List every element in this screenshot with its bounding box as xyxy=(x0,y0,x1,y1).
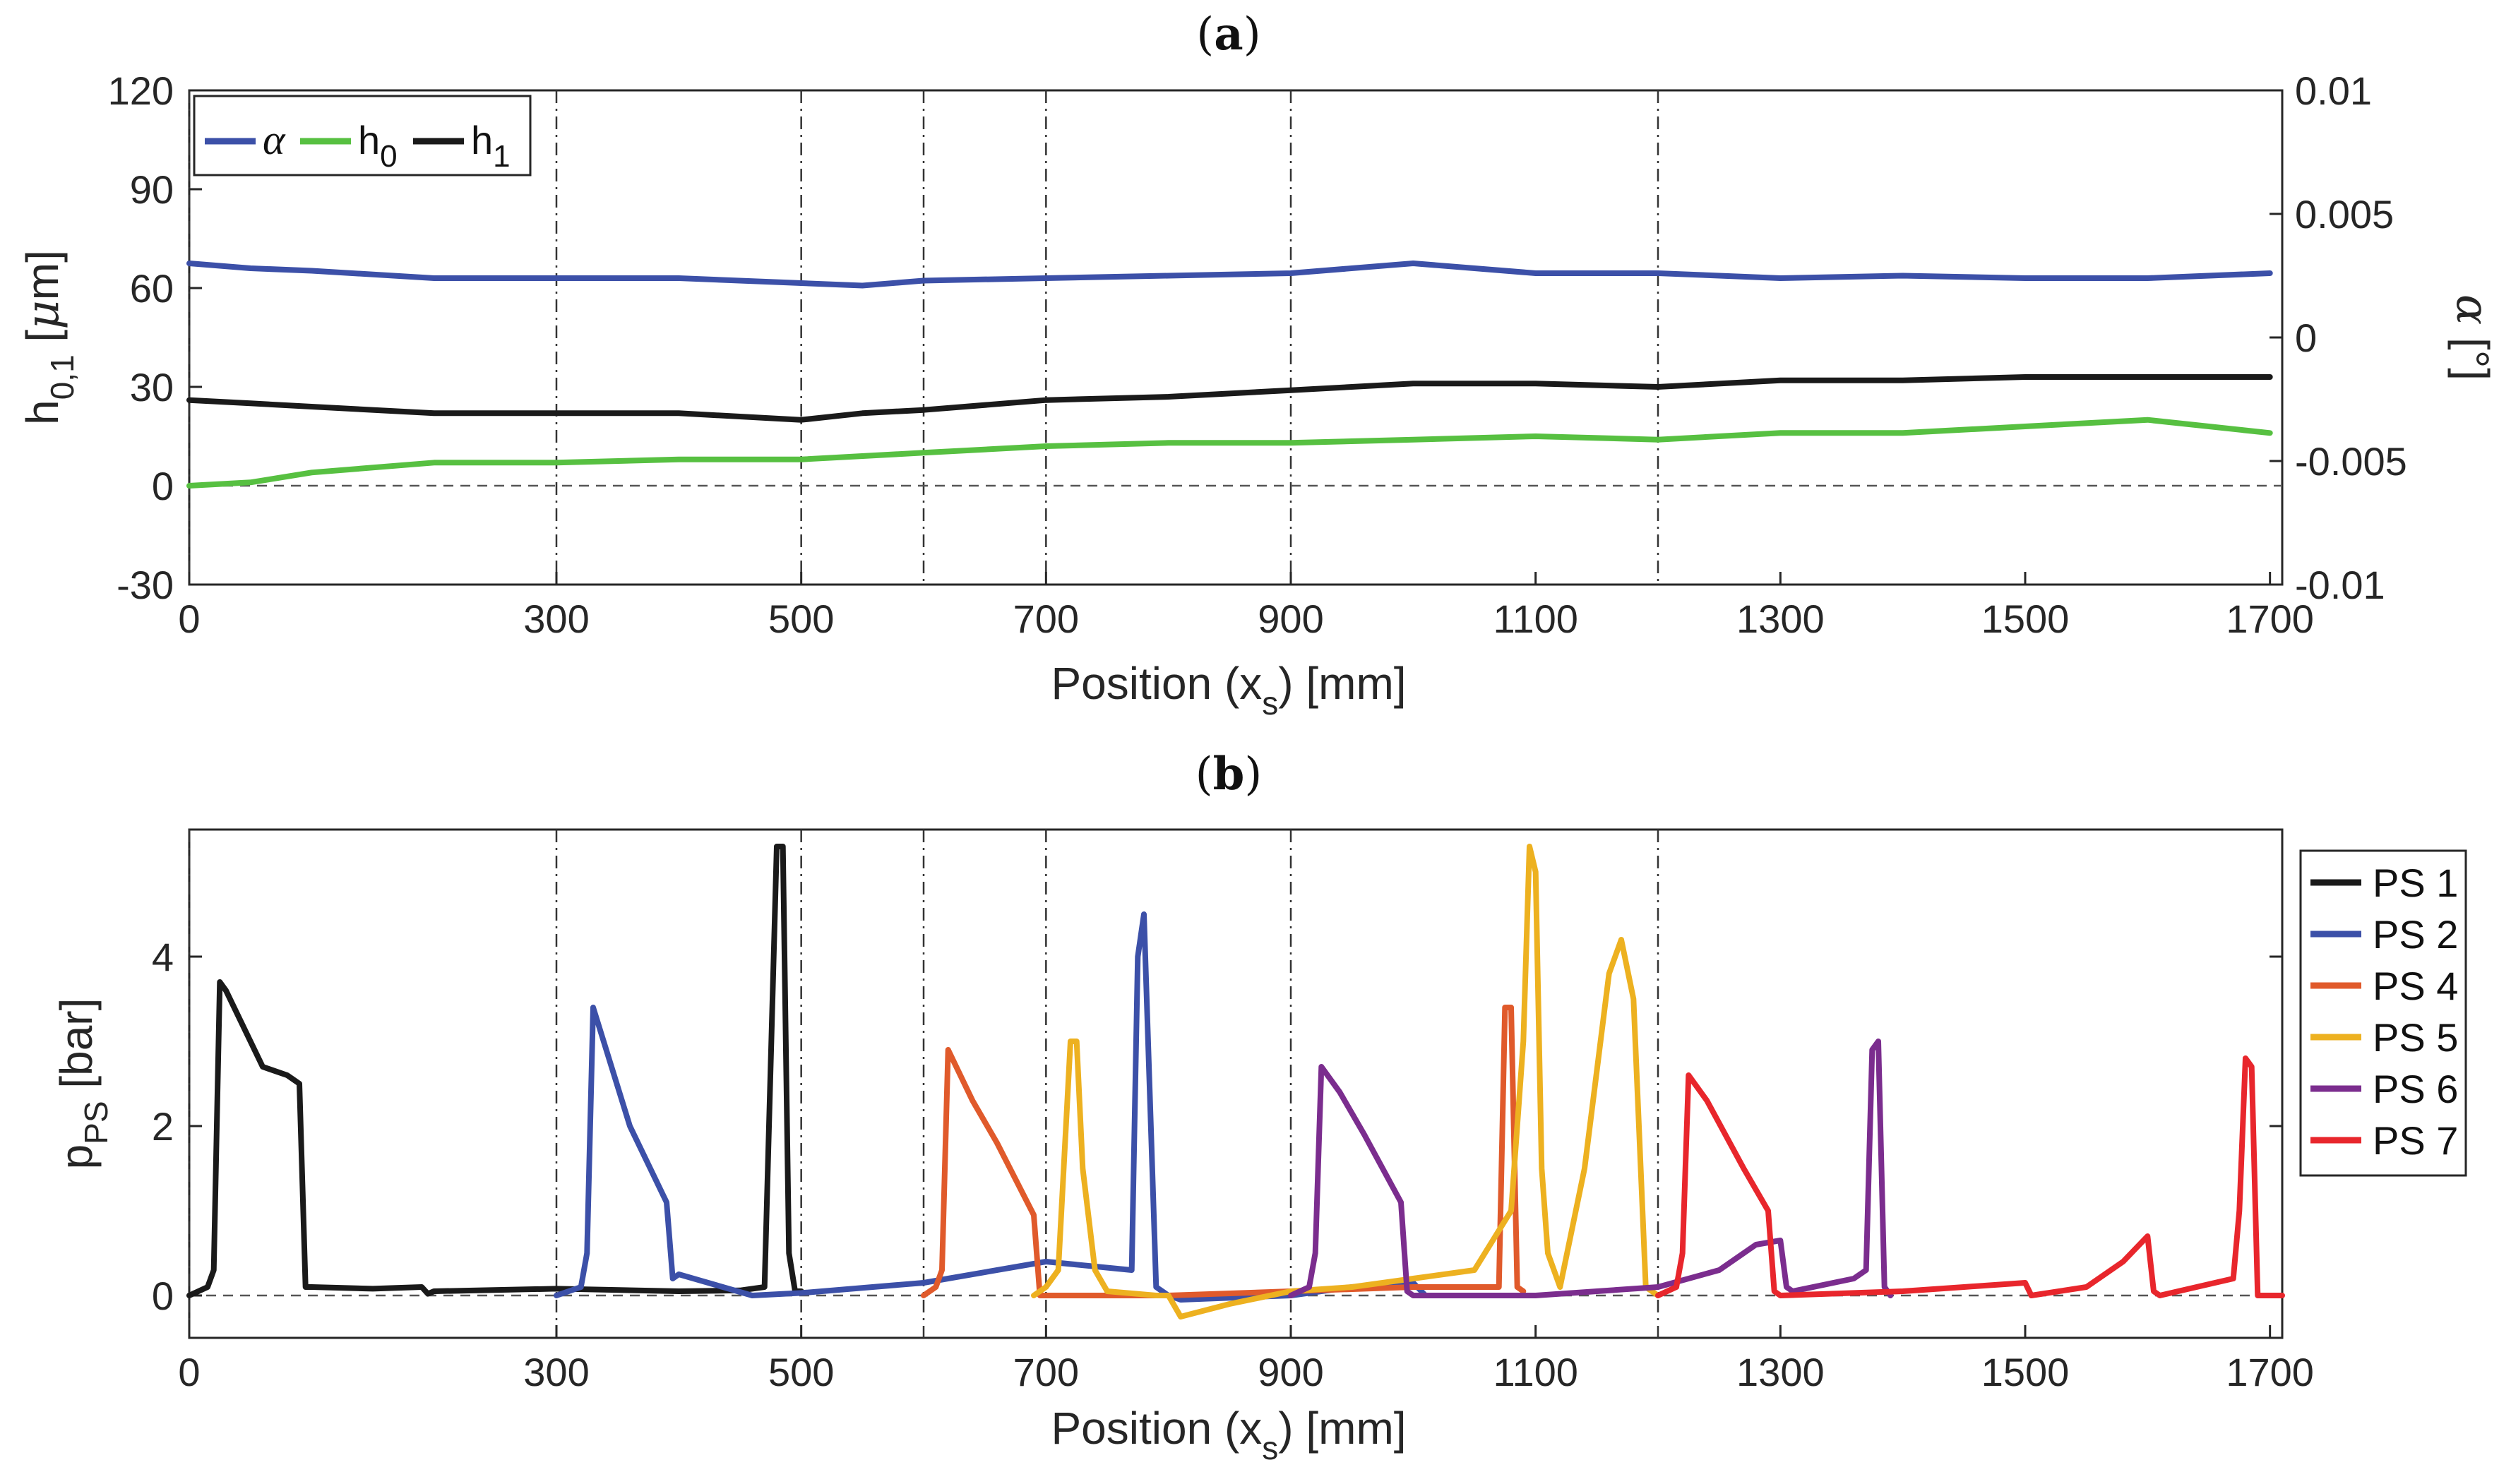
x-tick-label: 900 xyxy=(1258,597,1323,641)
y-tick-label: 30 xyxy=(130,365,174,409)
series-line-ps-4 xyxy=(921,1005,1527,1298)
series-line-ps-7 xyxy=(1655,1055,2285,1298)
panel-a-y2-axis-label: α [°] xyxy=(2446,294,2498,381)
x-tick-label: 700 xyxy=(1013,597,1079,641)
y2-tick-label: -0.01 xyxy=(2295,563,2385,607)
legend-a-label-alpha: α xyxy=(263,116,286,163)
x-tick-label: 300 xyxy=(523,1350,589,1394)
y-tick-label: 120 xyxy=(108,68,174,113)
y2-tick-label: -0.005 xyxy=(2295,439,2407,484)
panel-a-ticks: 0 300 500 700 900 1100 1300 1500 1700-3003060901… xyxy=(108,68,2407,641)
legend-b-label: PS 5 xyxy=(2373,1015,2458,1060)
x-tick-label: 1100 xyxy=(1493,597,1577,641)
y-tick-label: 2 xyxy=(152,1104,174,1149)
panel-b-x-axis-label: Position (xs) [mm] xyxy=(1051,1403,1406,1466)
x-tick-label: 900 xyxy=(1258,1350,1323,1394)
x-tick-label: 1100 xyxy=(1493,1350,1577,1394)
x-tick-label: 1500 xyxy=(1981,1350,2070,1394)
y-tick-label: -30 xyxy=(117,563,174,607)
y2-tick-label: 0.005 xyxy=(2295,192,2394,237)
x-tick-label: 1700 xyxy=(2226,597,2314,641)
x-tick-label: 500 xyxy=(768,597,834,641)
panel-a-reference-lines xyxy=(188,90,2282,585)
series-line-ps-5 xyxy=(1031,844,1661,1320)
legend-b-label: PS 2 xyxy=(2373,912,2458,957)
x-tick-label: 300 xyxy=(523,597,589,641)
panel-a-legend-box xyxy=(193,95,532,176)
series-line-h-1 xyxy=(186,374,2273,423)
y2-tick-label: 0 xyxy=(2295,316,2317,360)
panel-b-legend: PS 1 PS 2 PS 4 PS 5 PS 6 PS 7 xyxy=(2299,849,2467,1177)
series-line-- xyxy=(186,261,2273,289)
panel-b-y-axis-label: pPS [bar] xyxy=(51,998,114,1170)
series-line-h-0 xyxy=(186,417,2273,489)
panel-a-series xyxy=(186,261,2273,489)
x-tick-label: 1700 xyxy=(2226,1350,2314,1394)
panel-a-legend: α h0 h1 xyxy=(193,95,532,176)
panel-b-legend-box xyxy=(2299,849,2467,1177)
panel-b-reference-lines xyxy=(188,830,2282,1338)
x-tick-label: 0 xyxy=(178,597,200,641)
panel-a: (a) 0 300 500 700 900 1100 1300 1500 1700-300306… xyxy=(17,8,2498,722)
y-tick-label: 60 xyxy=(130,266,174,311)
panel-a-axes-box xyxy=(188,89,2284,586)
legend-b-label: PS 1 xyxy=(2373,861,2458,905)
x-tick-label: 0 xyxy=(178,1350,200,1394)
panel-a-y-axis-label: h0,1 [μm] xyxy=(17,250,80,425)
legend-b-label: PS 7 xyxy=(2373,1118,2458,1163)
legend-b-label: PS 4 xyxy=(2373,964,2458,1008)
panel-a-x-axis-label: Position (xs) [mm] xyxy=(1051,658,1406,722)
panel-b-series xyxy=(186,844,2285,1320)
y2-tick-label: 0.01 xyxy=(2295,68,2372,113)
legend-b-label: PS 6 xyxy=(2373,1067,2458,1111)
series-line-ps-2 xyxy=(554,911,1429,1303)
series-line-ps-6 xyxy=(1288,1039,1894,1298)
panel-b-title: (b) xyxy=(1195,748,1263,801)
x-tick-label: 1500 xyxy=(1981,597,2070,641)
panel-b-axes-box xyxy=(188,828,2284,1339)
panel-a-title: (a) xyxy=(1196,8,1260,61)
y-tick-label: 90 xyxy=(130,167,174,212)
panel-b-ticks: 0 300 500 700 900 1100 1300 1500 1700 0 2 4 xyxy=(152,935,2314,1394)
y-tick-label: 4 xyxy=(152,935,174,979)
x-tick-label: 1300 xyxy=(1736,597,1825,641)
y-tick-label: 0 xyxy=(152,464,174,508)
x-tick-label: 500 xyxy=(768,1350,834,1394)
y-tick-label: 0 xyxy=(152,1274,174,1318)
series-line-ps-1 xyxy=(186,844,804,1298)
x-tick-label: 700 xyxy=(1013,1350,1079,1394)
x-tick-label: 1300 xyxy=(1736,1350,1825,1394)
panel-b: (b) 0 300 500 700 900 1100 1300 1500 1700 0 2 4 Pos… xyxy=(51,748,2467,1466)
